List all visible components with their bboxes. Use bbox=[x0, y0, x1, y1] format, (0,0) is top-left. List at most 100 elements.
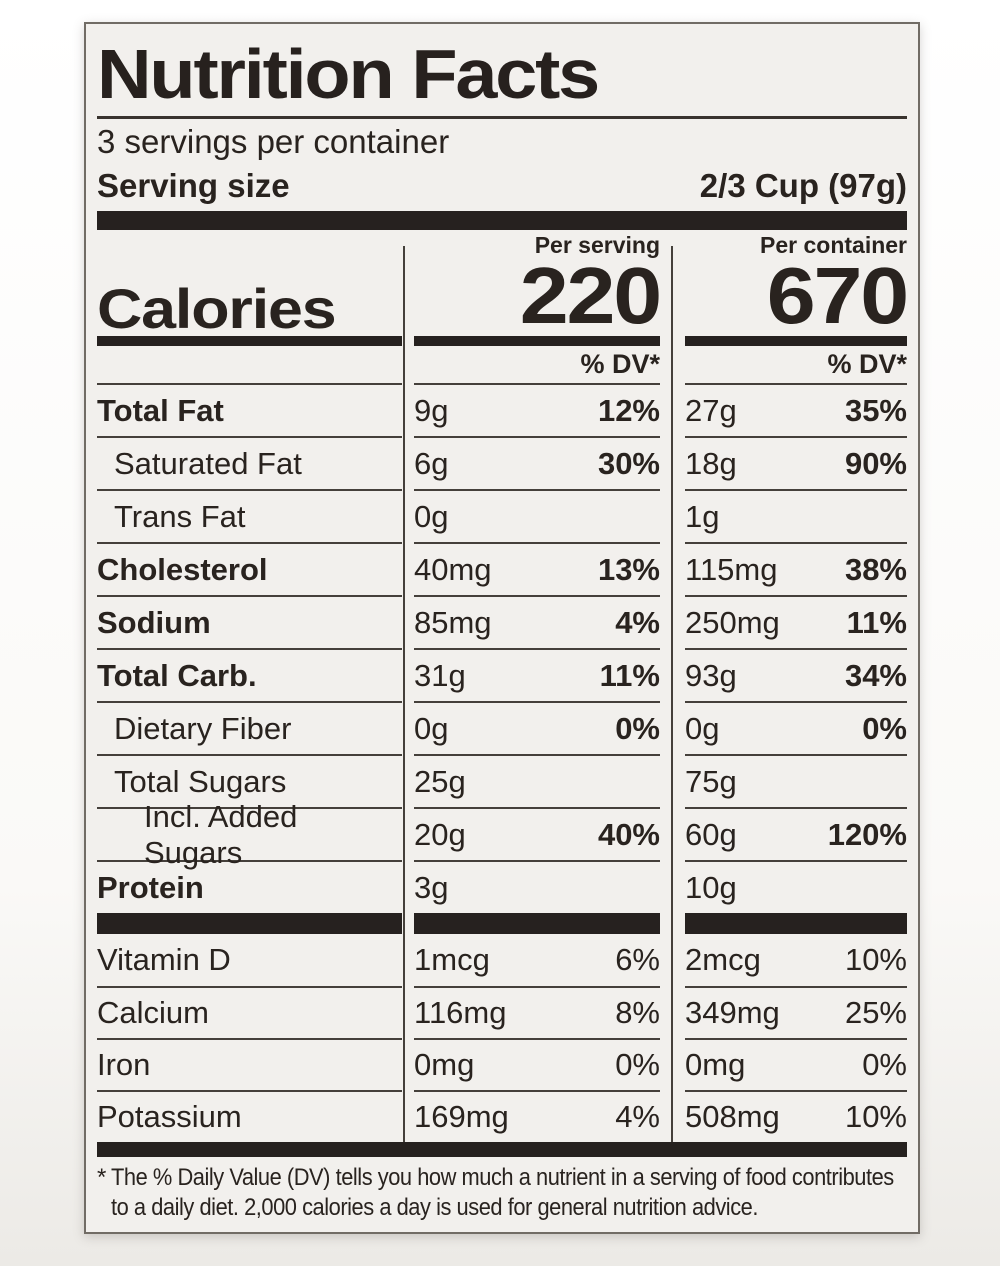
total-sugars-container-cell: 75g bbox=[685, 754, 907, 807]
cholesterol-container-amount: 115mg bbox=[685, 551, 778, 587]
total-carb-serving-dv: 11% bbox=[599, 657, 660, 693]
servings-per-container: 3 servings per container bbox=[97, 123, 450, 160]
protein-container-amount: 10g bbox=[685, 869, 737, 905]
incl-added-sugars-container-dv: 120% bbox=[827, 816, 907, 852]
vitamin-d-serving-cell: 1mcg 6% bbox=[414, 934, 660, 986]
per-container-column: Per container 670 % DV* 27g 35% 18g 90% 1g 11… bbox=[685, 232, 909, 1142]
cholesterol-container-cell: 115mg 38% bbox=[685, 542, 907, 595]
saturated-fat-serving-dv: 30% bbox=[597, 445, 660, 481]
dv-header-spacer bbox=[97, 346, 402, 383]
potassium-serving-dv: 4% bbox=[615, 1099, 660, 1134]
calcium-container-dv: 25% bbox=[844, 995, 907, 1030]
saturated-fat-container-dv: 90% bbox=[844, 445, 907, 481]
incl-added-sugars-serving-dv: 40% bbox=[597, 816, 660, 852]
trans-fat-container-amount: 1g bbox=[685, 498, 720, 534]
nutrient-name-cholesterol: Cholesterol bbox=[97, 542, 402, 595]
calories-underline bbox=[414, 336, 660, 346]
nutrient-name-protein: Protein bbox=[97, 860, 402, 913]
sodium-container-cell: 250mg 11% bbox=[685, 595, 907, 648]
section-divider-bar bbox=[97, 913, 402, 934]
title-rule bbox=[97, 116, 907, 119]
section-divider-bar bbox=[414, 913, 660, 934]
sodium-serving-cell: 85mg 4% bbox=[414, 595, 660, 648]
iron-serving-cell: 0mg 0% bbox=[414, 1038, 660, 1090]
calcium-container-amount: 349mg bbox=[685, 995, 780, 1030]
footnote-asterisk: * bbox=[97, 1164, 107, 1191]
calories-per-container-value: 670 bbox=[766, 251, 909, 340]
cholesterol-serving-amount: 40mg bbox=[414, 551, 492, 587]
calcium-serving-dv: 8% bbox=[615, 995, 660, 1030]
saturated-fat-container-cell: 18g 90% bbox=[685, 436, 907, 489]
nutrient-name-dietary-fiber: Dietary Fiber bbox=[97, 701, 402, 754]
iron-container-amount: 0mg bbox=[685, 1047, 746, 1082]
iron-container-cell: 0mg 0% bbox=[685, 1038, 907, 1090]
total-sugars-serving-amount: 25g bbox=[414, 763, 466, 799]
total-carb-serving-cell: 31g 11% bbox=[414, 648, 660, 701]
label-title: Nutrition Facts bbox=[97, 35, 600, 113]
calcium-serving-cell: 116mg 8% bbox=[414, 986, 660, 1038]
serving-size-row: Serving size 2/3 Cup (97g) bbox=[97, 163, 907, 209]
incl-added-sugars-serving-amount: 20g bbox=[414, 816, 466, 852]
nutrition-table: Calories Total Fat Saturated Fat Trans Fat… bbox=[97, 232, 909, 1142]
total-fat-container-cell: 27g 35% bbox=[685, 383, 907, 436]
calories-zone: Calories bbox=[97, 232, 402, 337]
total-carb-container-dv: 34% bbox=[844, 657, 907, 693]
calcium-container-cell: 349mg 25% bbox=[685, 986, 907, 1038]
footnote-separator-bar bbox=[97, 1142, 907, 1157]
nutrient-name-incl-added-sugars: Incl. Added Sugars bbox=[97, 799, 402, 870]
total-sugars-container-amount: 75g bbox=[685, 763, 737, 799]
per-serving-dv-header: % DV* bbox=[580, 349, 660, 379]
sodium-container-dv: 11% bbox=[846, 604, 907, 640]
vitamin-d-serving-dv: 6% bbox=[615, 942, 660, 977]
nutrient-name-total-sugars: Total Sugars bbox=[97, 754, 402, 807]
nutrient-name-total-fat: Total Fat bbox=[97, 383, 402, 436]
trans-fat-container-cell: 1g bbox=[685, 489, 907, 542]
column-divider-left bbox=[403, 246, 405, 1142]
dietary-fiber-container-dv: 0% bbox=[862, 710, 907, 746]
iron-serving-dv: 0% bbox=[615, 1047, 660, 1082]
nutrient-name-calcium: Calcium bbox=[97, 986, 402, 1038]
dietary-fiber-serving-cell: 0g 0% bbox=[414, 701, 660, 754]
cholesterol-serving-dv: 13% bbox=[597, 551, 660, 587]
total-fat-serving-amount: 9g bbox=[414, 392, 449, 428]
total-fat-serving-cell: 9g 12% bbox=[414, 383, 660, 436]
incl-added-sugars-container-cell: 60g 120% bbox=[685, 807, 907, 860]
per-serving-calories-zone: Per serving 220 bbox=[414, 232, 662, 336]
vitamin-d-serving-amount: 1mcg bbox=[414, 942, 490, 977]
protein-serving-amount: 3g bbox=[414, 869, 449, 905]
cholesterol-serving-cell: 40mg 13% bbox=[414, 542, 660, 595]
potassium-serving-cell: 169mg 4% bbox=[414, 1090, 660, 1142]
cholesterol-container-dv: 38% bbox=[844, 551, 907, 587]
iron-serving-amount: 0mg bbox=[414, 1047, 475, 1082]
per-container-calories-zone: Per container 670 bbox=[685, 232, 909, 336]
total-fat-container-amount: 27g bbox=[685, 392, 737, 428]
nutrition-facts-label: Nutrition Facts 3 servings per container… bbox=[84, 22, 920, 1234]
nutrient-name-saturated-fat: Saturated Fat bbox=[97, 436, 402, 489]
per-container-dv-header: % DV* bbox=[827, 349, 907, 379]
vitamin-d-container-amount: 2mcg bbox=[685, 942, 761, 977]
calories-underline bbox=[685, 336, 907, 346]
nutrient-name-potassium: Potassium bbox=[97, 1090, 402, 1142]
protein-container-cell: 10g bbox=[685, 860, 907, 913]
nutrient-name-vitamin-d: Vitamin D bbox=[97, 942, 231, 977]
total-sugars-serving-cell: 25g bbox=[414, 754, 660, 807]
sodium-container-amount: 250mg bbox=[685, 604, 780, 640]
serving-size-label: Serving size bbox=[97, 167, 290, 204]
section-divider-bar bbox=[685, 913, 907, 934]
header-separator-bar bbox=[97, 211, 907, 230]
nutrient-name-total-carb: Total Carb. bbox=[97, 648, 402, 701]
sodium-serving-dv: 4% bbox=[615, 604, 660, 640]
incl-added-sugars-container-amount: 60g bbox=[685, 816, 737, 852]
dietary-fiber-serving-dv: 0% bbox=[615, 710, 660, 746]
footnote: * The % Daily Value (DV) tells you how m… bbox=[97, 1163, 907, 1223]
calories-underline bbox=[97, 336, 402, 346]
serving-size-value: 2/3 Cup (97g) bbox=[699, 167, 907, 204]
vitamin-d-container-dv: 10% bbox=[844, 942, 907, 977]
calories-per-serving-value: 220 bbox=[519, 251, 662, 340]
trans-fat-serving-amount: 0g bbox=[414, 498, 449, 534]
nutrient-name-trans-fat: Trans Fat bbox=[97, 489, 402, 542]
nutrient-name-sodium: Sodium bbox=[97, 595, 402, 648]
total-fat-container-dv: 35% bbox=[844, 392, 907, 428]
trans-fat-serving-cell: 0g bbox=[414, 489, 660, 542]
protein-serving-cell: 3g bbox=[414, 860, 660, 913]
